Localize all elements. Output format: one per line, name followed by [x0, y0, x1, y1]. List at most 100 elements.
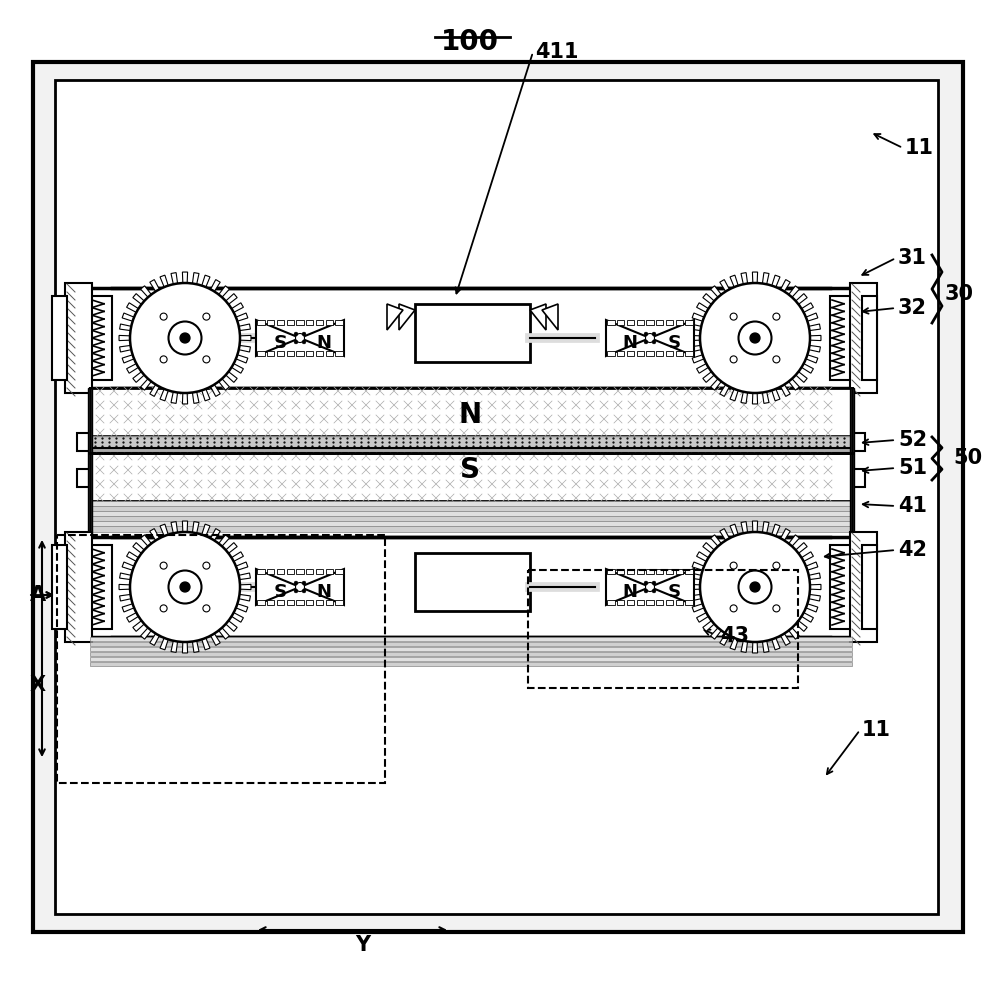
Circle shape [644, 332, 647, 336]
Bar [55, 80, 938, 914]
Polygon shape [607, 600, 614, 605]
Bar [90, 652, 852, 656]
Polygon shape [236, 562, 248, 570]
Polygon shape [710, 379, 721, 390]
Polygon shape [696, 364, 708, 373]
Polygon shape [720, 385, 729, 396]
Polygon shape [806, 604, 818, 612]
Polygon shape [257, 600, 265, 605]
Polygon shape [696, 552, 708, 561]
Text: S: S [665, 578, 678, 596]
Bar [90, 642, 852, 646]
Polygon shape [636, 351, 644, 356]
Bar [77, 469, 90, 487]
Bar [90, 288, 852, 388]
Polygon shape [300, 320, 344, 356]
Polygon shape [788, 535, 799, 546]
Polygon shape [703, 621, 714, 631]
Circle shape [644, 589, 647, 593]
Bar [90, 647, 852, 651]
Circle shape [294, 589, 298, 593]
Polygon shape [772, 524, 780, 536]
Circle shape [169, 570, 202, 603]
Polygon shape [752, 393, 757, 404]
Polygon shape [703, 543, 714, 553]
Circle shape [303, 581, 306, 585]
Polygon shape [696, 303, 708, 312]
Circle shape [130, 532, 240, 642]
Circle shape [652, 332, 655, 336]
Circle shape [652, 589, 655, 593]
Bar [90, 388, 852, 538]
Polygon shape [326, 569, 333, 574]
Polygon shape [703, 372, 714, 382]
Polygon shape [193, 522, 199, 533]
Polygon shape [122, 313, 134, 321]
Polygon shape [160, 638, 168, 650]
Polygon shape [226, 543, 237, 553]
Bar [65, 283, 92, 393]
Bar [91, 501, 851, 506]
Bar [528, 570, 798, 688]
Text: S: S [460, 456, 480, 484]
Bar [52, 296, 67, 380]
Polygon shape [806, 562, 818, 570]
Polygon shape [239, 345, 251, 352]
Text: S: S [665, 329, 678, 347]
Bar [77, 433, 90, 451]
Polygon shape [202, 275, 210, 287]
Polygon shape [211, 280, 220, 291]
Polygon shape [211, 529, 220, 540]
Polygon shape [336, 600, 343, 605]
Polygon shape [801, 364, 813, 373]
Polygon shape [710, 286, 721, 297]
Bar [90, 637, 852, 641]
Circle shape [750, 582, 760, 592]
Polygon shape [788, 379, 799, 390]
Polygon shape [193, 392, 199, 403]
Polygon shape [741, 392, 747, 403]
Bar [415, 553, 530, 611]
Circle shape [160, 356, 167, 363]
Circle shape [294, 581, 298, 585]
Circle shape [180, 582, 190, 592]
Polygon shape [780, 634, 790, 645]
Polygon shape [617, 320, 624, 325]
Text: 11: 11 [862, 720, 891, 740]
Circle shape [303, 340, 306, 344]
Polygon shape [257, 320, 265, 325]
Circle shape [700, 283, 810, 393]
Polygon shape [656, 320, 663, 325]
Polygon shape [720, 280, 729, 291]
Polygon shape [316, 569, 324, 574]
Polygon shape [689, 573, 701, 580]
Bar [65, 532, 92, 642]
Circle shape [750, 333, 760, 343]
Polygon shape [306, 351, 314, 356]
Polygon shape [316, 600, 324, 605]
Polygon shape [762, 522, 769, 533]
Polygon shape [617, 600, 624, 605]
Bar [52, 545, 67, 629]
Bar [91, 399, 851, 404]
Circle shape [160, 313, 167, 320]
Circle shape [130, 283, 240, 393]
Circle shape [203, 313, 210, 320]
Polygon shape [689, 594, 701, 601]
Text: 51: 51 [898, 458, 927, 478]
Circle shape [203, 562, 210, 569]
Polygon shape [226, 372, 237, 382]
Text: Y: Y [355, 935, 370, 955]
Text: S: S [272, 578, 285, 596]
Polygon shape [120, 573, 131, 580]
Text: N: N [620, 578, 635, 596]
Polygon shape [796, 621, 807, 631]
Polygon shape [171, 522, 178, 533]
Polygon shape [219, 379, 230, 390]
Polygon shape [202, 389, 210, 401]
Bar [90, 453, 852, 501]
Polygon shape [801, 552, 813, 561]
Polygon shape [267, 569, 275, 574]
Polygon shape [606, 569, 650, 605]
Polygon shape [675, 600, 683, 605]
